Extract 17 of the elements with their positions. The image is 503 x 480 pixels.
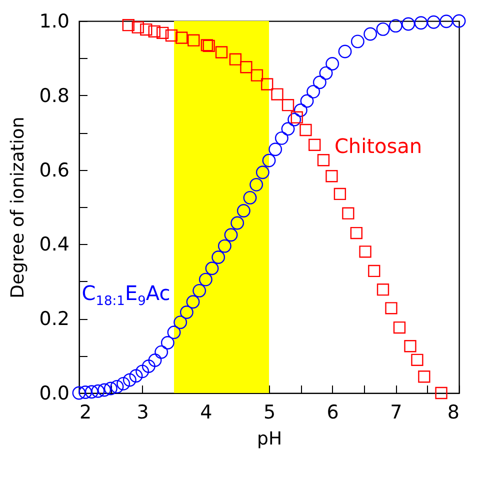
x-tick-label: 7 <box>390 402 402 424</box>
y-tick-label: 0.0 <box>39 382 70 404</box>
x-axis-title: pH <box>257 428 282 450</box>
x-tick-label: 2 <box>80 402 92 424</box>
x-tick-label: 6 <box>326 402 339 424</box>
y-tick-label: 1.0 <box>39 10 70 32</box>
x-tick-label: 3 <box>136 402 149 424</box>
y-tick-label: 0.2 <box>39 308 70 330</box>
x-tick-label: 8 <box>447 402 460 424</box>
y-axis-title: Degree of ionization <box>7 116 28 298</box>
x-tick-label: 4 <box>200 402 212 424</box>
y-tick-label: 0.4 <box>39 234 70 256</box>
x-tick-label: 5 <box>263 402 276 424</box>
series-label: Chitosan <box>334 134 422 158</box>
y-tick-label: 0.8 <box>39 84 70 107</box>
series-label: C$_{18:1}$E$_{9}$Ac <box>82 280 170 309</box>
y-tick-label: 0.6 <box>39 159 70 182</box>
